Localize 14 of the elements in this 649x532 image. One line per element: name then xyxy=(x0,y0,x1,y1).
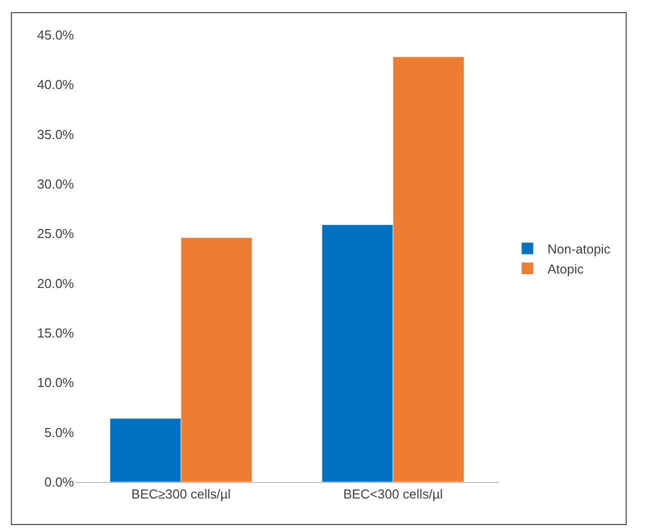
y-tick-label: 10.0% xyxy=(37,375,74,390)
y-tick-label: 35.0% xyxy=(37,126,74,142)
y-tick-label: 30.0% xyxy=(37,176,74,192)
y-tick-label: 15.0% xyxy=(37,326,74,341)
y-tick-label: 25.0% xyxy=(37,226,74,242)
legend-label: Atopic xyxy=(547,261,584,276)
y-tick-label: 40.0% xyxy=(37,77,74,92)
y-tick-label: 45.0% xyxy=(37,28,74,43)
y-tick-label: 5.0% xyxy=(44,424,74,440)
legend-label: Non-atopic xyxy=(547,242,611,257)
x-tick-label: BEC<300 cells/µl xyxy=(343,486,443,502)
y-tick-label: 20.0% xyxy=(37,276,74,291)
x-tick-label: BEC≥300 cells/µl xyxy=(131,486,231,502)
y-tick-label: 0.0% xyxy=(44,474,74,490)
